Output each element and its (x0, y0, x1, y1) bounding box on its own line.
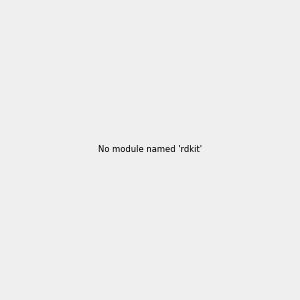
Text: No module named 'rdkit': No module named 'rdkit' (98, 146, 202, 154)
